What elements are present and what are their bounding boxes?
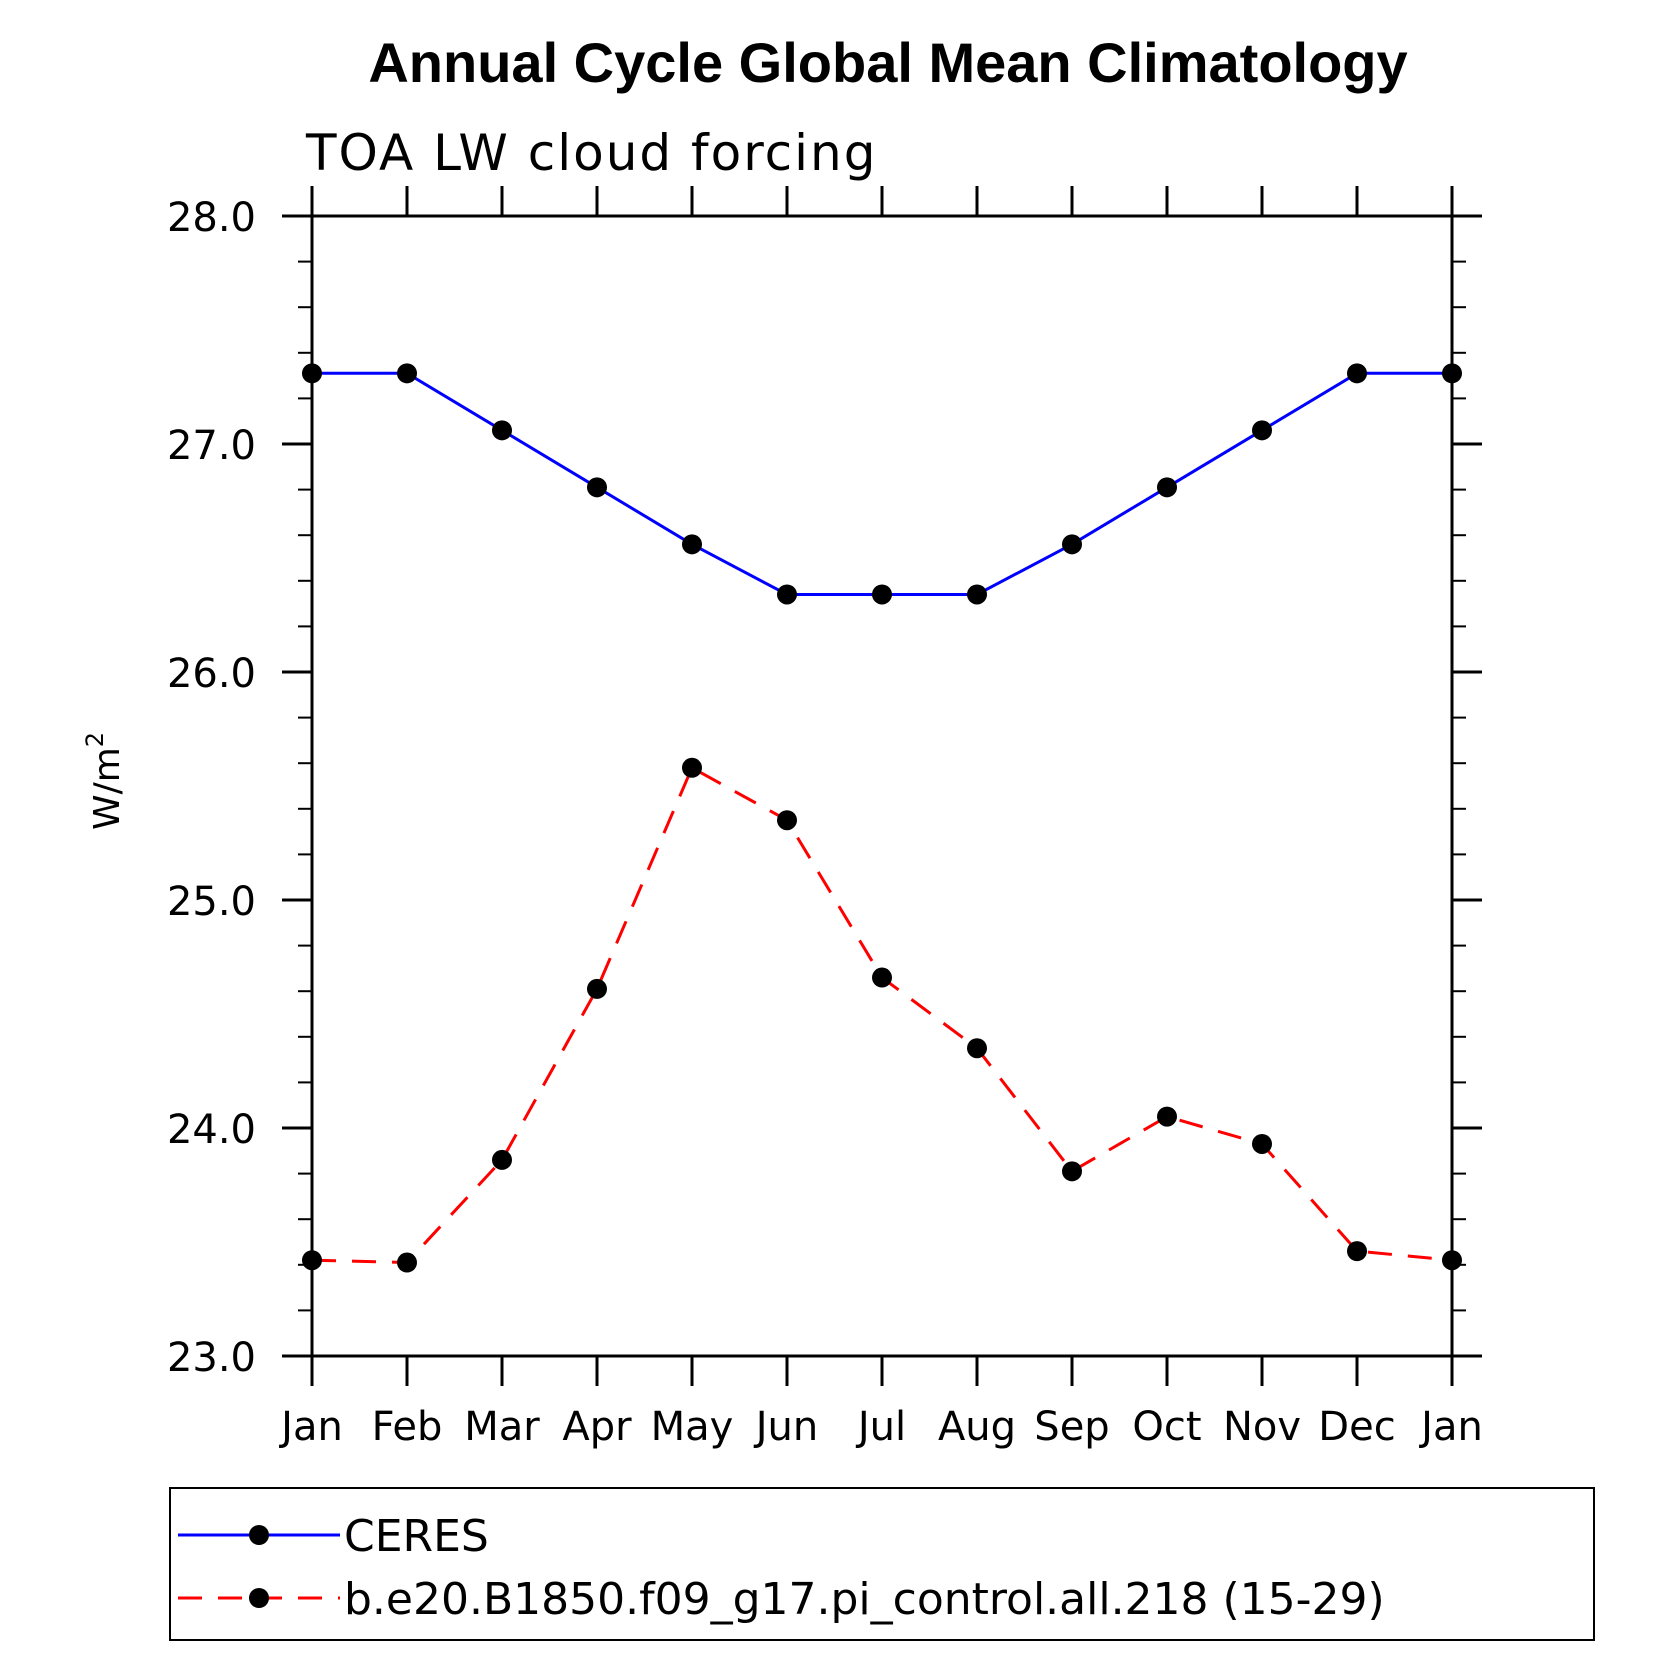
- x-tick-label: Nov: [1223, 1404, 1301, 1450]
- y-tick-label: 28.0: [167, 195, 256, 241]
- y-tick-label: 24.0: [167, 1107, 256, 1153]
- series-2-point: [1062, 1161, 1082, 1182]
- x-tick-label: Sep: [1034, 1404, 1109, 1450]
- y-axis-ticks: 23.0 24.0 25.0 26.0 27.0 28.0: [167, 195, 1482, 1381]
- x-tick-label: Apr: [562, 1404, 632, 1450]
- legend-label-1: CERES: [344, 1511, 489, 1562]
- legend-marker-2: [249, 1588, 269, 1608]
- legend-box: [169, 1487, 1595, 1641]
- legend: CERES b.e20.B1850.f09_g17.pi_control.all.…: [169, 1487, 1595, 1641]
- y-tick-label: 27.0: [167, 423, 256, 469]
- y-axis-label-unit: W/m: [87, 747, 128, 830]
- x-tick-label: Mar: [464, 1404, 540, 1450]
- series-1-point: [682, 534, 702, 555]
- series-1-point: [872, 584, 892, 605]
- series-2-point: [777, 810, 797, 831]
- series-2-point: [397, 1252, 417, 1273]
- series-2-point: [1157, 1106, 1177, 1127]
- legend-label-2: b.e20.B1850.f09_g17.pi_control.all.218 (…: [344, 1574, 1385, 1625]
- x-tick-label: Oct: [1132, 1404, 1201, 1450]
- series-2-point: [1347, 1241, 1367, 1262]
- y-tick-label: 23.0: [167, 1335, 256, 1381]
- y-axis-label-superscript: 2: [81, 732, 109, 747]
- x-tick-label: Jan: [1418, 1404, 1483, 1450]
- x-tick-label: Dec: [1318, 1404, 1395, 1450]
- plot-frame: [310, 214, 1454, 1358]
- series-1-point: [777, 584, 797, 605]
- series-layer: [302, 363, 1462, 1273]
- x-tick-label: Feb: [372, 1404, 443, 1450]
- series-1-point: [1347, 363, 1367, 384]
- series-1-point: [967, 584, 987, 605]
- x-axis-ticks: Jan Feb Mar Apr May Jun Jul Aug Sep Oct Nov Dec Jan: [278, 186, 1483, 1450]
- series-2-point: [492, 1149, 512, 1170]
- series-2-point: [1442, 1250, 1462, 1271]
- series-2-point: [872, 967, 892, 988]
- series-1-point: [587, 477, 607, 498]
- series-1-point: [302, 363, 322, 384]
- x-tick-label: Jun: [753, 1404, 819, 1450]
- series-1-point: [1442, 363, 1462, 384]
- plot-area: [310, 214, 1454, 1358]
- x-tick-label: Aug: [938, 1404, 1016, 1450]
- y-axis-label: W/m2: [81, 732, 128, 830]
- series-1-point: [1252, 420, 1272, 441]
- series-2-point: [587, 978, 607, 999]
- series-1-point: [397, 363, 417, 384]
- x-tick-label: May: [651, 1404, 734, 1450]
- legend-marker-1: [249, 1525, 269, 1545]
- series-1-point: [492, 420, 512, 441]
- chart-title: Annual Cycle Global Mean Climatology: [368, 31, 1407, 94]
- series-line-1: [312, 371, 1452, 596]
- series-line-2: [311, 765, 1453, 1265]
- y-tick-label: 26.0: [167, 651, 256, 697]
- series-2-point: [302, 1250, 322, 1271]
- series-2-point: [1252, 1133, 1272, 1154]
- series-2-point: [682, 757, 702, 778]
- series-1-point: [1157, 477, 1177, 498]
- x-tick-label: Jul: [855, 1404, 906, 1450]
- x-tick-label: Jan: [278, 1404, 343, 1450]
- chart-subtitle: TOA LW cloud forcing: [305, 124, 877, 182]
- series-2-point: [967, 1038, 987, 1059]
- y-tick-label: 25.0: [167, 879, 256, 925]
- legend-items: CERES b.e20.B1850.f09_g17.pi_control.all.…: [178, 1511, 1385, 1625]
- series-1-point: [1062, 534, 1082, 555]
